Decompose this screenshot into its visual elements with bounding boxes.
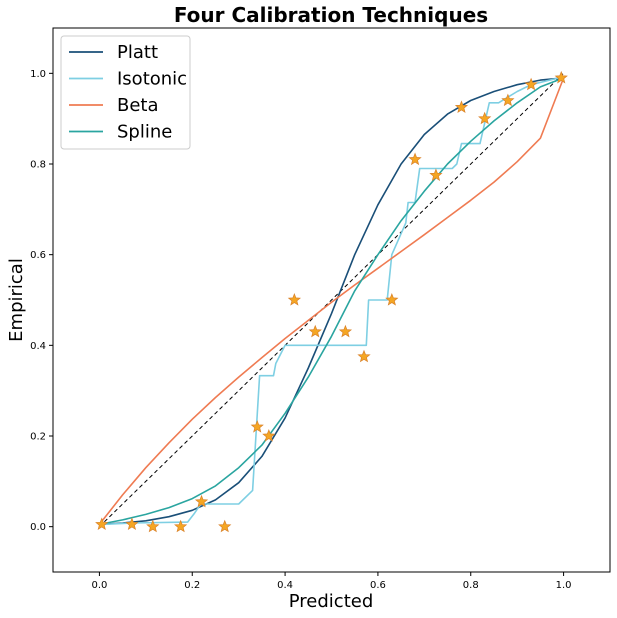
data-point-star: [429, 168, 443, 181]
data-point-star: [478, 111, 492, 125]
axes-frame: [52, 27, 611, 573]
y-tick-label: 0.0: [30, 522, 46, 533]
x-tick-label: 1.0: [556, 580, 572, 591]
data-point-star: [408, 152, 422, 166]
data-point-star: [524, 77, 538, 91]
y-tick-label: 0.8: [30, 160, 46, 171]
y-tick-label: 1.0: [30, 69, 46, 80]
legend-label-platt: Platt: [117, 42, 158, 63]
x-tick-label: 0.4: [277, 580, 293, 591]
x-axis: 0.0 0.2 0.4 0.6 0.8 1.0: [91, 572, 572, 591]
y-tick-label: 0.6: [30, 250, 46, 261]
data-point-star: [146, 519, 160, 533]
chart-title: Four Calibration Techniques: [174, 3, 488, 27]
data-point-star: [554, 70, 568, 84]
y-axis: 0.0 0.2 0.4 0.6 0.8 1.0: [30, 69, 53, 533]
x-tick-label: 0.8: [463, 580, 479, 591]
legend: Platt Isotonic Beta Spline: [60, 35, 191, 150]
data-point-star: [357, 349, 371, 363]
legend-label-beta: Beta: [117, 95, 159, 116]
data-point-star: [262, 429, 276, 442]
data-point-star: [194, 494, 209, 508]
data-point-star: [308, 324, 322, 338]
series-line-platt: [99, 77, 564, 526]
legend-label-isotonic: Isotonic: [117, 69, 187, 90]
x-tick-label: 0.6: [370, 580, 386, 591]
legend-label-spline: Spline: [117, 122, 172, 143]
data-point-star: [174, 519, 188, 533]
plot-area: [95, 70, 568, 533]
y-axis-label: Empirical: [6, 258, 27, 342]
legend-box: [60, 35, 191, 150]
series-line-spline: [99, 77, 564, 526]
x-tick-label: 0.0: [91, 580, 107, 591]
data-point-star: [385, 293, 399, 306]
x-axis-label: Predicted: [289, 591, 374, 612]
series-line-isotonic: [101, 77, 560, 526]
data-point-star: [287, 293, 301, 306]
y-tick-label: 0.4: [30, 341, 46, 352]
data-point-star: [501, 93, 515, 107]
series-line-beta: [98, 77, 565, 525]
data-point-star: [125, 517, 139, 531]
y-tick-label: 0.2: [30, 432, 46, 443]
data-point-star: [454, 100, 469, 113]
data-point-star: [338, 324, 353, 338]
data-point-star: [218, 519, 232, 533]
data-point-star: [95, 517, 109, 531]
data-point-star: [250, 419, 264, 433]
perfect-calibration-line: [99, 72, 564, 528]
x-tick-label: 0.2: [184, 580, 200, 591]
